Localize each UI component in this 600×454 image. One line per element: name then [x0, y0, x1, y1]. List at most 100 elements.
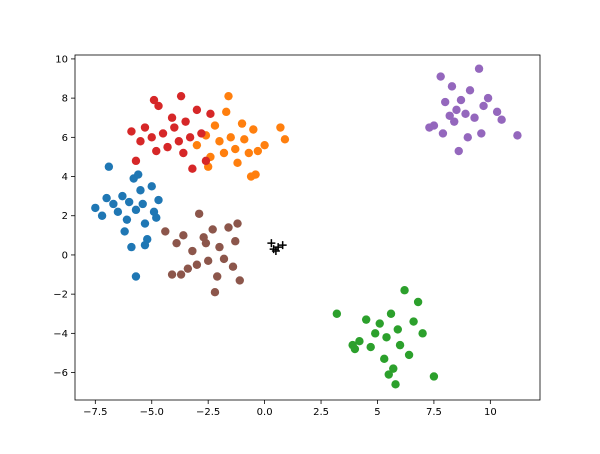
point	[235, 276, 244, 285]
point	[382, 333, 391, 342]
point	[179, 231, 188, 240]
point	[233, 158, 242, 168]
point	[102, 193, 111, 203]
point	[152, 213, 161, 222]
x-tick-label: 5	[374, 407, 380, 418]
point	[140, 219, 150, 228]
point	[140, 240, 150, 250]
point	[194, 209, 204, 218]
y-tick-label: −2	[53, 290, 68, 301]
point	[386, 309, 396, 318]
point	[497, 115, 506, 124]
point	[163, 142, 172, 152]
y-tick-label: 10	[55, 54, 68, 65]
point	[192, 260, 202, 269]
point	[479, 101, 488, 111]
x-tick-label: 7.5	[426, 407, 442, 418]
point	[350, 344, 360, 354]
point	[185, 133, 195, 142]
point	[97, 211, 107, 220]
point	[436, 72, 445, 81]
point	[122, 215, 132, 224]
point	[226, 133, 235, 142]
point	[477, 129, 486, 138]
point	[438, 129, 448, 138]
point	[413, 297, 423, 307]
point	[389, 364, 398, 373]
y-tick-label: 2	[62, 211, 68, 222]
y-tick-label: 6	[62, 133, 68, 144]
point	[203, 256, 213, 266]
point	[513, 131, 522, 140]
point	[380, 354, 389, 364]
point	[131, 205, 141, 215]
plus-point	[278, 241, 287, 250]
point	[192, 105, 202, 115]
x-tick-label: 10	[484, 407, 497, 418]
point	[136, 137, 145, 146]
point	[219, 254, 229, 264]
point	[375, 319, 384, 328]
point	[136, 186, 145, 195]
point	[154, 101, 163, 111]
point	[452, 105, 461, 115]
point	[253, 146, 263, 156]
point	[197, 129, 206, 138]
point	[131, 272, 141, 281]
point	[167, 270, 177, 279]
x-tick-label: 2.5	[313, 407, 329, 418]
point	[470, 113, 479, 122]
point	[409, 317, 418, 326]
point	[450, 117, 459, 126]
plus-point	[271, 247, 280, 256]
point	[483, 93, 493, 103]
point	[228, 262, 238, 271]
point	[158, 129, 168, 138]
point	[208, 225, 217, 234]
point	[149, 95, 159, 105]
point	[425, 123, 434, 132]
y-tick-label: 0	[62, 250, 68, 261]
point	[201, 238, 211, 248]
point	[224, 91, 233, 101]
point	[176, 91, 186, 101]
point	[127, 127, 136, 136]
point	[371, 329, 380, 338]
point	[447, 82, 457, 91]
point	[201, 156, 211, 166]
y-tick-label: 8	[62, 94, 68, 105]
point	[280, 135, 290, 144]
point	[152, 146, 161, 156]
point	[124, 197, 134, 207]
point	[213, 272, 222, 281]
point	[140, 123, 150, 132]
y-tick-label: 4	[62, 172, 68, 183]
point	[276, 123, 285, 132]
point	[393, 325, 402, 334]
point	[395, 340, 405, 350]
point	[147, 133, 156, 142]
x-tick-label: 0.0	[257, 407, 273, 418]
point	[181, 117, 190, 126]
point	[465, 86, 475, 95]
point	[492, 107, 502, 117]
x-tick-label: −5.0	[140, 407, 164, 418]
x-tick-label: −2.5	[196, 407, 220, 418]
point	[118, 191, 127, 201]
point	[167, 113, 177, 122]
point	[463, 133, 472, 142]
point	[456, 95, 466, 105]
y-tick-label: −6	[53, 368, 68, 379]
point	[174, 137, 184, 146]
point	[231, 144, 240, 154]
point	[404, 350, 414, 360]
point	[138, 199, 147, 209]
point	[183, 264, 193, 273]
point	[113, 207, 123, 217]
point	[172, 238, 181, 248]
point	[127, 242, 136, 252]
point	[91, 203, 100, 213]
point	[147, 182, 156, 191]
point	[104, 162, 114, 171]
